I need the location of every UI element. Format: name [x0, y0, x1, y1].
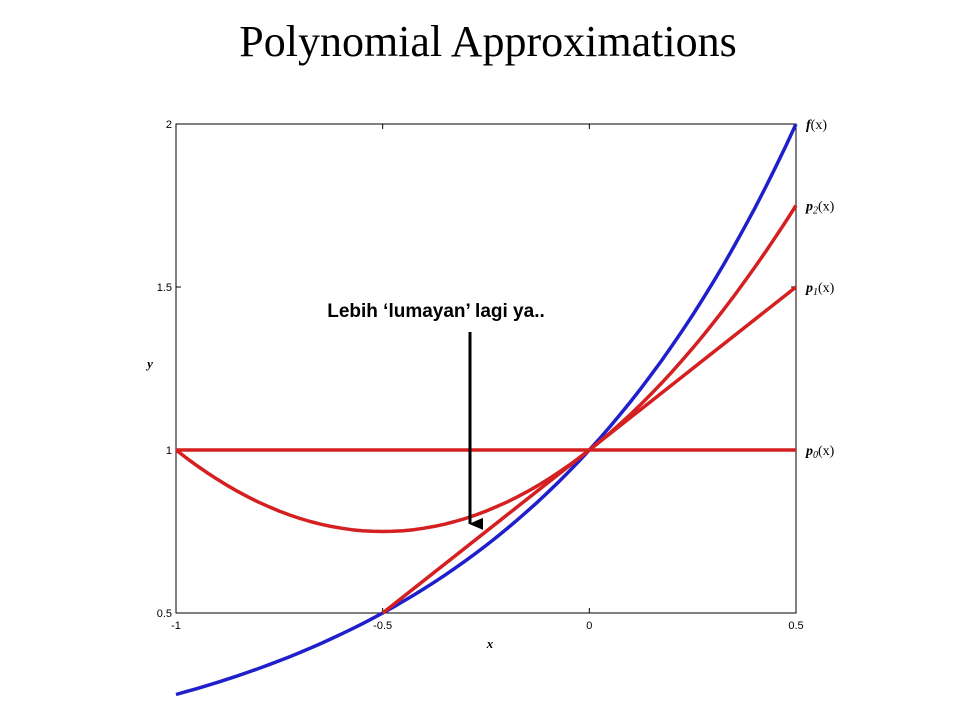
series-line-fx: [175, 123, 798, 697]
legend-label: f(x): [806, 118, 827, 133]
annotation-text: Lebih ‘lumayan’ lagi ya..: [327, 301, 545, 322]
x-tick-label: 0.5: [788, 620, 803, 632]
x-axis-label: x: [486, 636, 494, 651]
y-axis-label: y: [145, 356, 153, 371]
legend-label: p1(x): [805, 281, 835, 298]
y-tick-label: 0.5: [157, 608, 172, 620]
series-line-p2x: [174, 204, 798, 534]
y-tick-label: 1.5: [157, 282, 172, 294]
y-tick-label: 1: [166, 445, 172, 457]
plot-area: [175, 123, 797, 614]
chart-title: Polynomial Approximations: [239, 17, 737, 66]
x-tick-label: -1: [171, 620, 181, 632]
y-tick-label: 2: [166, 119, 172, 131]
legend-label: p0(x): [805, 444, 835, 461]
legend-label: p2(x): [805, 200, 835, 217]
x-tick-label: 0: [586, 620, 592, 632]
x-tick-label: -0.5: [373, 620, 392, 632]
